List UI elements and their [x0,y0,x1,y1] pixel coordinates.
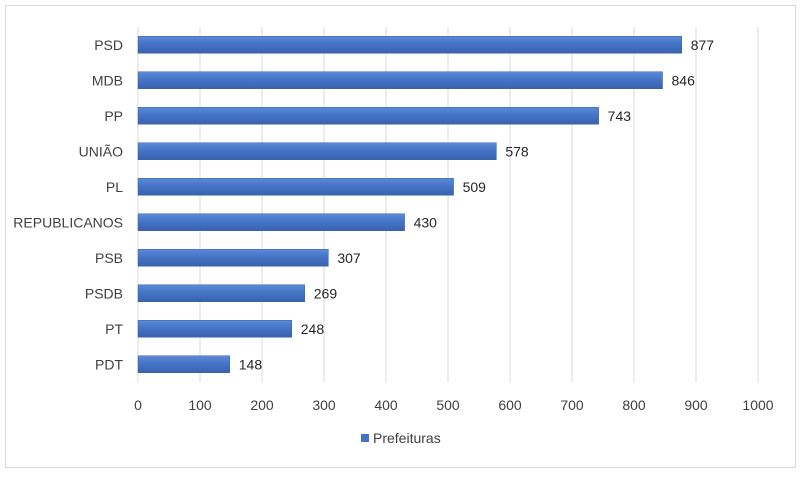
bar-mdb [137,71,663,89]
bar-republicanos [137,213,405,231]
x-tick-label: 400 [374,397,398,413]
legend-swatch [361,434,369,442]
x-tick-label: 0 [134,397,142,413]
x-tick-label: 700 [560,397,584,413]
bar-união [137,142,497,160]
category-label: PT [105,321,123,337]
bar-psdb [137,284,306,302]
category-labels: PSD MDB PP UNIÃO PL REPUBLICANOS PSB PSDB PT PDT [13,37,123,373]
bars [137,36,682,373]
x-tick-label: 600 [498,397,522,413]
category-label: PDT [95,356,123,372]
x-tick-label: 800 [622,397,646,413]
data-label: 578 [505,143,529,159]
data-label: 877 [691,37,715,53]
x-tick-label: 300 [312,397,336,413]
bar-psd [137,36,682,54]
data-label: 248 [301,321,325,337]
category-label: MDB [92,72,123,88]
data-label: 148 [239,356,263,372]
x-axis-tick-labels: 0 100 200 300 400 500 600 700 800 900 1000 [134,397,774,413]
category-label: PL [106,179,123,195]
data-label: 269 [314,285,338,301]
x-tick-label: 100 [188,397,212,413]
x-tick-label: 200 [250,397,274,413]
data-label: 846 [672,72,696,88]
bar-pp [137,107,599,125]
data-label: 430 [414,214,438,230]
category-label: PSB [95,250,123,266]
bar-pl [137,178,454,196]
bar-pt [137,320,293,338]
legend-label: Prefeituras [373,430,441,446]
category-label: PP [104,108,123,124]
category-label: REPUBLICANOS [13,214,123,230]
bar-pdt [137,355,231,373]
data-label: 307 [337,250,361,266]
data-label: 509 [463,179,487,195]
category-label: PSD [94,37,123,53]
legend: Prefeituras [361,430,441,446]
x-tick-label: 900 [684,397,708,413]
x-tick-label: 1000 [742,397,773,413]
category-label: UNIÃO [79,143,123,159]
x-tick-label: 500 [436,397,460,413]
bar-psb [137,249,329,267]
data-label: 743 [608,108,632,124]
data-labels: 877 846 743 578 509 430 307 269 248 148 [239,37,715,373]
category-label: PSDB [85,285,123,301]
